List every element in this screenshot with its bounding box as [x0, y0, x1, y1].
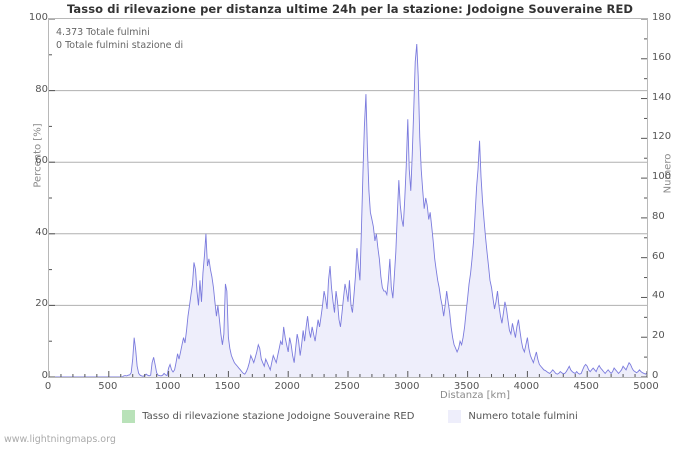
x-axis-tick: 1500 [214, 381, 241, 392]
legend-swatch-total-strokes [448, 410, 462, 423]
legend-item-detection-rate[interactable]: Tasso di rilevazione stazione Jodoigne S… [122, 410, 414, 423]
y-axis-right-tick: 40 [652, 290, 665, 302]
legend-item-total-strokes[interactable]: Numero totale fulmini [448, 410, 578, 423]
plot-area [48, 18, 648, 378]
legend-label-detection-rate: Tasso di rilevazione stazione Jodoigne S… [142, 411, 415, 422]
chart-annotations: 4.373 Totale fulmini 0 Totale fulmini st… [56, 26, 183, 52]
y-axis-right-tick: 60 [652, 250, 665, 262]
y-axis-right-tick: 120 [652, 131, 672, 143]
footer-attribution: www.lightningmaps.org [4, 434, 116, 445]
y-axis-left-tick: 80 [35, 83, 48, 95]
x-axis-tick: 2500 [334, 381, 360, 392]
y-axis-right-tick: 140 [652, 91, 672, 103]
x-axis-tick: 500 [98, 381, 118, 392]
y-axis-left-tick: 60 [35, 155, 48, 167]
x-axis-tick: 3000 [394, 381, 420, 392]
x-axis-label: Distanza [km] [440, 390, 510, 401]
legend-label-total-strokes: Numero totale fulmini [468, 411, 578, 422]
chart-legend: Tasso di rilevazione stazione Jodoigne S… [0, 410, 700, 423]
x-axis-tick: 3500 [453, 381, 480, 392]
y-axis-right-tick: 180 [652, 12, 672, 23]
y-axis-right-tick: 80 [652, 210, 665, 222]
legend-swatch-detection-rate [122, 410, 136, 423]
y-axis-right-tick: 0 [652, 370, 659, 381]
x-axis-tick: 5000 [633, 381, 659, 392]
y-axis-left-tick: 40 [35, 226, 48, 238]
y-axis-right-tick: 20 [652, 330, 665, 342]
y-axis-right-tick: 100 [652, 171, 672, 183]
chart-title: Tasso di rilevazione per distanza ultime… [66, 2, 634, 16]
x-axis-tick: 0 [44, 381, 52, 392]
y-axis-right-tick: 160 [652, 51, 672, 63]
annotation-station-strokes: 0 Totale fulmini stazione di [56, 40, 184, 51]
y-axis-left-tick: 20 [35, 298, 48, 310]
y-axis-left-tick: 100 [28, 12, 48, 23]
chart-svg [49, 19, 647, 377]
x-axis-tick: 1000 [154, 381, 181, 392]
y-axis-left-tick: 0 [41, 370, 48, 381]
x-axis-tick: 4000 [513, 381, 540, 392]
x-axis-tick: 4500 [573, 381, 599, 392]
x-axis-tick: 2000 [274, 381, 300, 392]
annotation-total-strokes: 4.373 Totale fulmini [56, 27, 150, 38]
